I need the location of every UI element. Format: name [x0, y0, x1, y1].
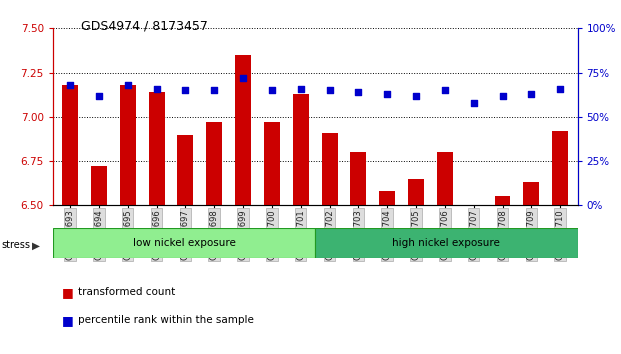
Bar	[350, 152, 366, 205]
Point	[555, 86, 565, 91]
Text: transformed count: transformed count	[78, 287, 175, 297]
Point	[296, 86, 306, 91]
Bar	[466, 205, 482, 228]
Bar	[322, 133, 337, 205]
Point	[527, 91, 537, 97]
Text: stress: stress	[1, 240, 30, 250]
Bar	[524, 182, 539, 205]
Point	[353, 89, 363, 95]
Bar	[495, 196, 510, 205]
Text: low nickel exposure: low nickel exposure	[132, 238, 235, 249]
Point	[440, 87, 450, 93]
FancyBboxPatch shape	[53, 228, 315, 258]
Point	[94, 93, 104, 98]
Text: GDS4974 / 8173457: GDS4974 / 8173457	[81, 19, 207, 33]
Point	[325, 87, 335, 93]
Point	[152, 86, 161, 91]
Bar	[264, 122, 280, 205]
Point	[383, 91, 392, 97]
Bar	[178, 135, 193, 205]
Point	[267, 87, 277, 93]
Point	[181, 87, 191, 93]
Bar	[62, 85, 78, 205]
Point	[65, 82, 75, 88]
Bar	[293, 94, 309, 205]
Bar	[148, 92, 165, 205]
Bar	[552, 131, 568, 205]
Bar	[437, 152, 453, 205]
Bar	[379, 191, 395, 205]
Bar	[91, 166, 107, 205]
Bar	[120, 85, 135, 205]
Point	[238, 75, 248, 81]
Text: ■: ■	[62, 314, 74, 327]
Text: high nickel exposure: high nickel exposure	[392, 238, 501, 249]
Text: ▶: ▶	[32, 241, 40, 251]
Text: percentile rank within the sample: percentile rank within the sample	[78, 315, 253, 325]
Text: ■: ■	[62, 286, 74, 298]
Bar	[206, 122, 222, 205]
Point	[469, 100, 479, 105]
Bar	[235, 55, 251, 205]
Point	[209, 87, 219, 93]
FancyBboxPatch shape	[315, 228, 578, 258]
Point	[123, 82, 133, 88]
Point	[497, 93, 507, 98]
Bar	[408, 179, 424, 205]
Point	[411, 93, 421, 98]
